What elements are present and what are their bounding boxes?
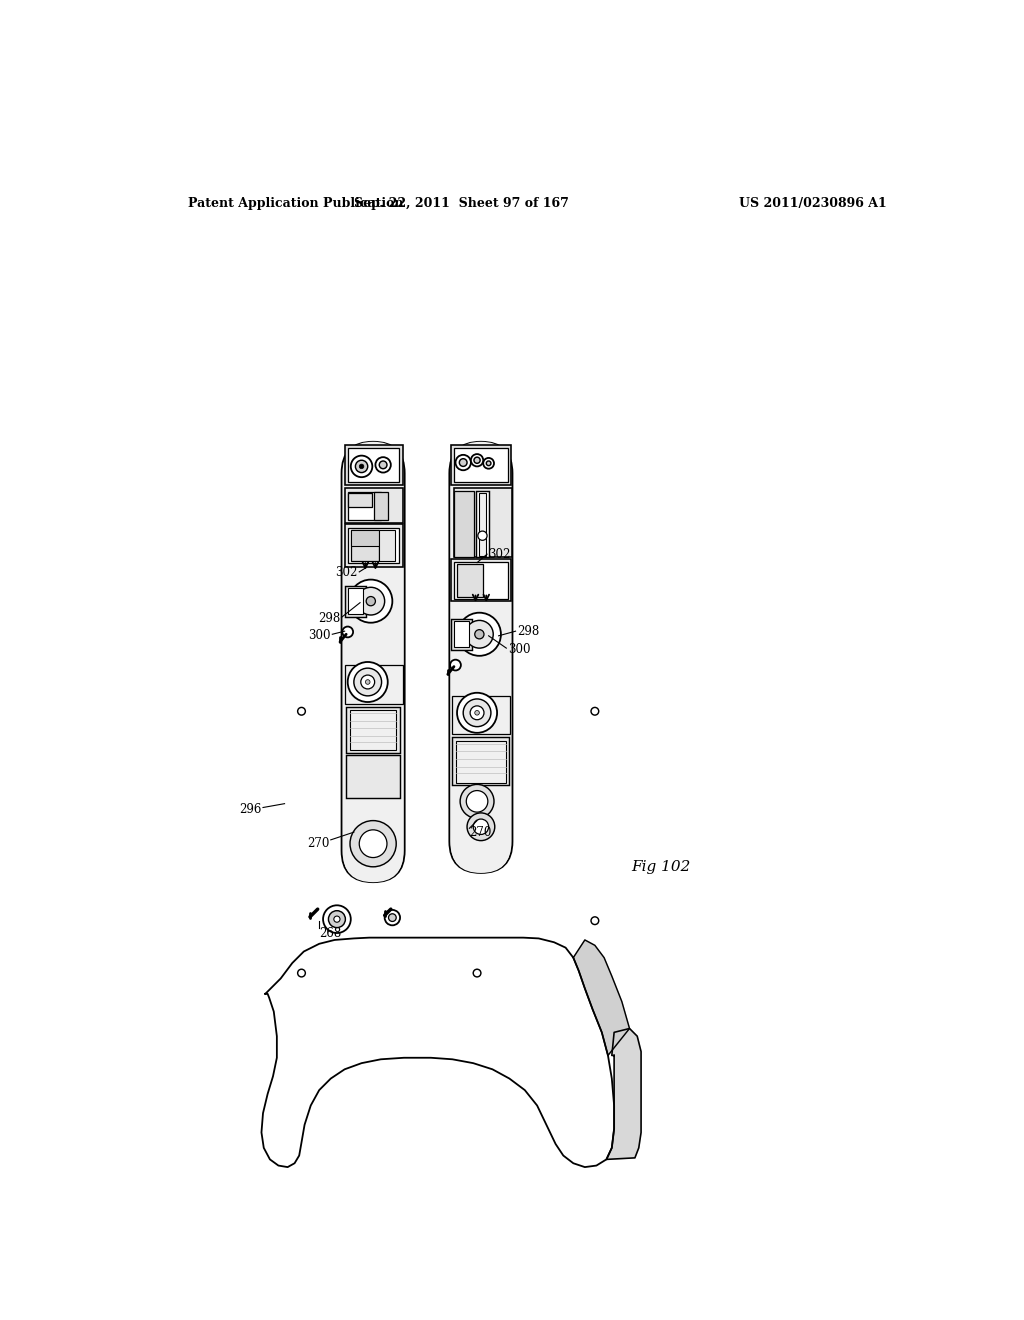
FancyBboxPatch shape [342,442,404,882]
Bar [451,558,511,601]
Bar [456,741,506,783]
Text: 296: 296 [239,803,261,816]
Bar [454,491,474,557]
Circle shape [451,660,461,671]
Text: Patent Application Publication: Patent Application Publication [188,197,403,210]
Circle shape [457,693,497,733]
Circle shape [354,668,382,696]
Text: 270: 270 [307,837,330,850]
Circle shape [475,710,479,715]
Text: 300: 300 [308,630,331,643]
Circle shape [359,830,387,858]
Circle shape [463,700,490,726]
Bar [348,528,399,564]
Bar [475,491,489,557]
Bar [346,755,400,797]
Circle shape [349,579,392,623]
Bar [454,562,508,599]
Bar [345,445,403,484]
Bar [478,492,486,556]
Circle shape [342,627,353,638]
Bar [345,488,403,523]
Circle shape [460,784,494,818]
Circle shape [483,458,494,469]
Text: 302: 302 [488,548,511,561]
Circle shape [329,911,345,928]
Bar [374,492,388,520]
Circle shape [360,675,375,689]
Bar [453,738,509,785]
Text: 270: 270 [469,825,492,838]
Circle shape [376,457,391,473]
Circle shape [379,461,387,469]
Circle shape [348,663,388,702]
Bar [348,589,364,614]
Circle shape [475,630,484,639]
Polygon shape [573,940,630,1056]
Bar [345,665,403,704]
Bar [451,619,472,649]
Circle shape [458,612,501,656]
FancyBboxPatch shape [451,442,511,873]
Circle shape [366,680,370,684]
Circle shape [334,916,340,923]
Circle shape [473,818,488,834]
Bar [348,492,381,520]
Bar [454,622,469,647]
Circle shape [466,791,487,812]
Bar [454,488,512,557]
Circle shape [456,455,471,470]
Bar [454,447,508,482]
Bar [351,531,379,561]
Circle shape [591,917,599,924]
Circle shape [473,969,481,977]
Text: 302: 302 [335,566,357,579]
Text: 298: 298 [517,626,540,639]
Circle shape [357,587,385,615]
Circle shape [478,531,487,540]
Circle shape [474,457,480,463]
Text: 268: 268 [319,927,341,940]
Bar [345,524,403,566]
Circle shape [471,454,483,466]
Bar [350,710,396,750]
Bar [348,494,372,507]
Circle shape [591,708,599,715]
Circle shape [470,706,484,719]
Circle shape [351,455,373,478]
FancyBboxPatch shape [450,442,512,873]
Text: Sep. 22, 2011  Sheet 97 of 167: Sep. 22, 2011 Sheet 97 of 167 [354,197,569,210]
Circle shape [467,813,495,841]
Circle shape [460,458,467,466]
Bar [379,531,395,561]
Bar [345,586,367,616]
Text: Fig 102: Fig 102 [631,859,690,874]
Bar [452,696,510,734]
Polygon shape [606,1028,641,1159]
Bar [457,564,483,597]
Circle shape [359,465,364,469]
Circle shape [466,620,494,648]
Circle shape [385,909,400,925]
Circle shape [323,906,351,933]
Bar [348,447,399,482]
Bar [351,531,379,545]
Text: US 2011/0230896 A1: US 2011/0230896 A1 [739,197,887,210]
Circle shape [486,461,490,466]
Circle shape [388,913,396,921]
Circle shape [298,969,305,977]
Bar [346,706,400,752]
FancyBboxPatch shape [343,442,403,882]
Bar [451,445,511,484]
Circle shape [298,708,305,715]
Circle shape [367,597,376,606]
Circle shape [355,461,368,473]
Polygon shape [261,937,614,1167]
Circle shape [350,821,396,867]
Text: 300: 300 [508,643,530,656]
Text: 298: 298 [317,612,340,626]
